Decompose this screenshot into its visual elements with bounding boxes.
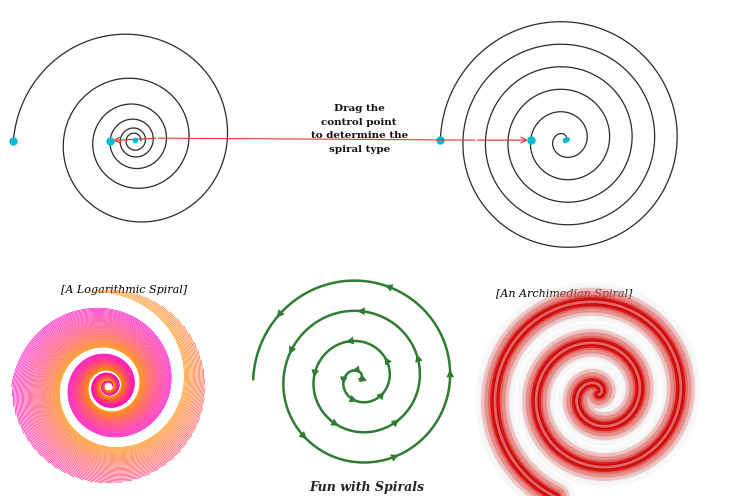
Text: [An Archimedian Spiral]: [An Archimedian Spiral] [496,289,633,299]
Text: Drag the
control point
to determine the
spiral type: Drag the control point to determine the … [311,104,408,154]
Text: [A Logarithmic Spiral]: [A Logarithmic Spiral] [62,285,188,295]
Text: Fun with Spirals: Fun with Spirals [309,481,424,494]
